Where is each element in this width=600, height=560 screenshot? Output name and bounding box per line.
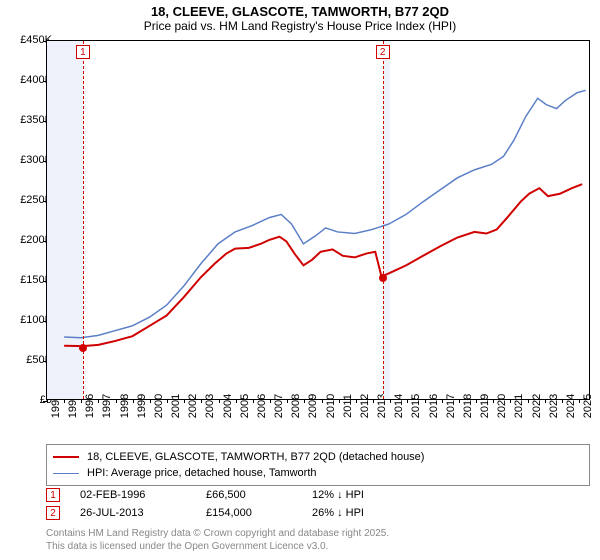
legend-label: 18, CLEEVE, GLASCOTE, TAMWORTH, B77 2QD …: [87, 451, 424, 463]
legend-swatch-icon: [53, 473, 79, 474]
title-address: 18, CLEEVE, GLASCOTE, TAMWORTH, B77 2QD: [0, 4, 600, 19]
event-row: 1 02-FEB-1996 £66,500 12% ↓ HPI: [46, 486, 590, 504]
chart-container: 18, CLEEVE, GLASCOTE, TAMWORTH, B77 2QD …: [0, 0, 600, 560]
events-table: 1 02-FEB-1996 £66,500 12% ↓ HPI 2 26-JUL…: [46, 486, 590, 522]
title-block: 18, CLEEVE, GLASCOTE, TAMWORTH, B77 2QD …: [0, 0, 600, 35]
series-hpi: [64, 90, 585, 337]
legend-label: HPI: Average price, detached house, Tamw…: [87, 467, 317, 479]
chart-lines: [47, 41, 589, 399]
legend-swatch-icon: [53, 456, 79, 458]
footer-attribution: Contains HM Land Registry data © Crown c…: [46, 528, 590, 553]
event-pct: 12% ↓ HPI: [312, 489, 432, 501]
legend-item: HPI: Average price, detached house, Tamw…: [53, 465, 583, 481]
footer-line: Contains HM Land Registry data © Crown c…: [46, 528, 590, 541]
event-dot-icon: [379, 274, 387, 282]
event-line: [383, 41, 384, 399]
event-row: 2 26-JUL-2013 £154,000 26% ↓ HPI: [46, 504, 590, 522]
legend-box: 18, CLEEVE, GLASCOTE, TAMWORTH, B77 2QD …: [46, 444, 590, 486]
event-price: £154,000: [206, 507, 296, 519]
legend-item: 18, CLEEVE, GLASCOTE, TAMWORTH, B77 2QD …: [53, 449, 583, 465]
event-number-box: 1: [46, 488, 60, 502]
event-dot-icon: [79, 344, 87, 352]
event-number-box: 2: [46, 506, 60, 520]
event-pct: 26% ↓ HPI: [312, 507, 432, 519]
event-price: £66,500: [206, 489, 296, 501]
event-date: 26-JUL-2013: [80, 507, 190, 519]
title-subtitle: Price paid vs. HM Land Registry's House …: [0, 19, 600, 33]
event-date: 02-FEB-1996: [80, 489, 190, 501]
plot-area: 12: [46, 40, 590, 400]
footer-line: This data is licensed under the Open Gov…: [46, 541, 590, 554]
event-marker-box: 1: [76, 45, 90, 59]
event-marker-box: 2: [376, 45, 390, 59]
